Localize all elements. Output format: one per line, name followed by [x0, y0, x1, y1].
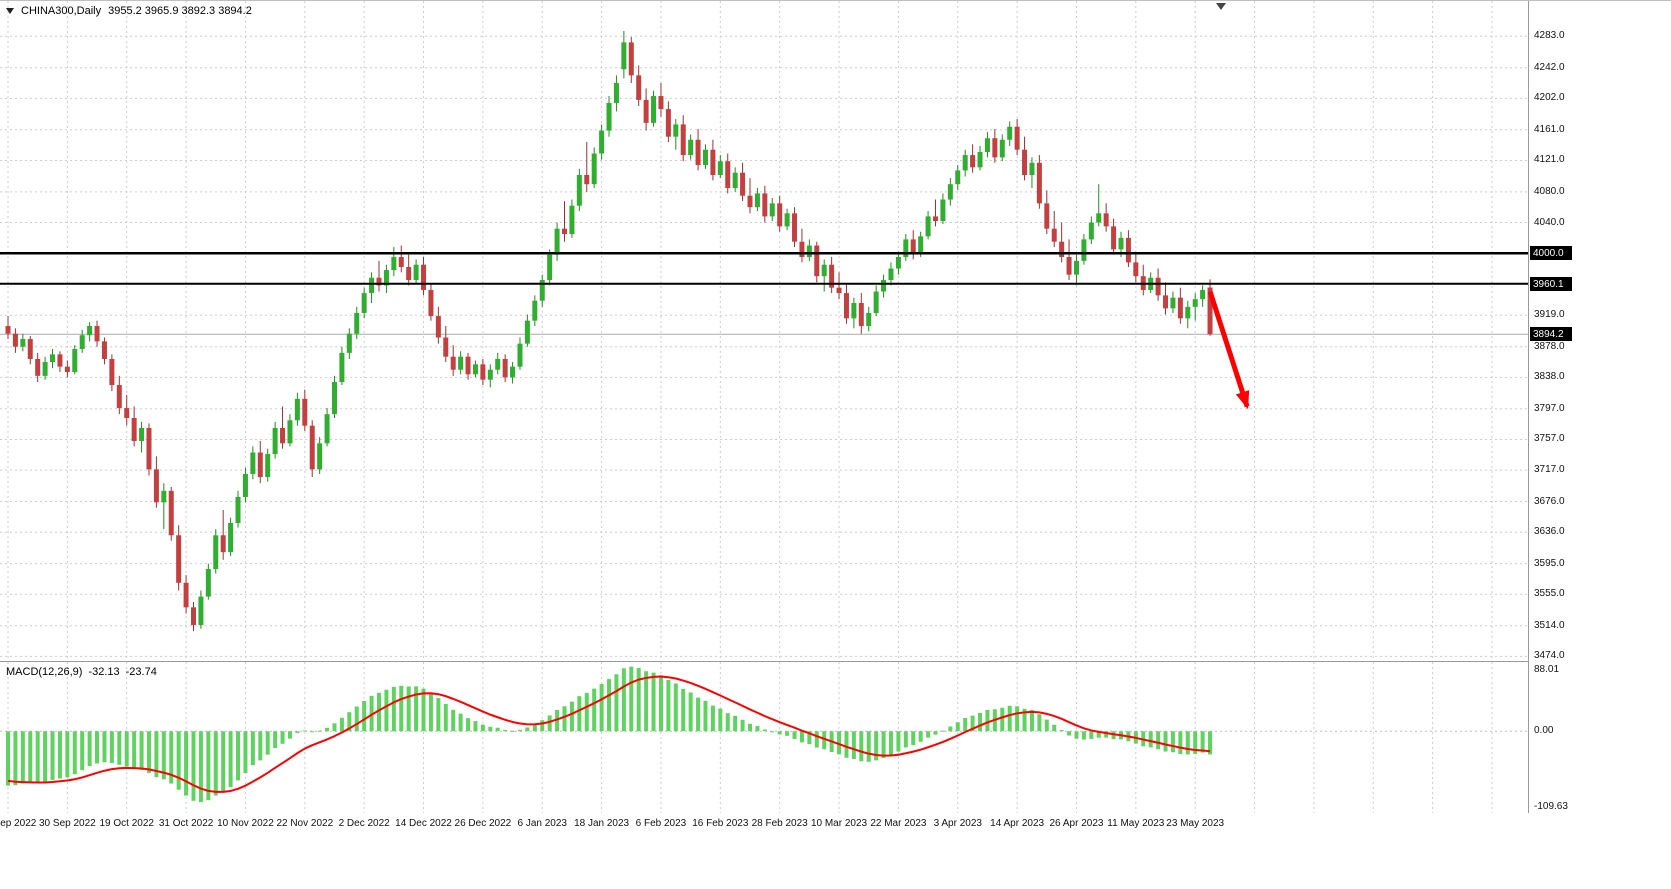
date-axis-label: 16 Feb 2023	[692, 818, 749, 829]
date-axis-label: 19 Oct 2022	[99, 818, 154, 829]
price-axis-label: 3514.0	[1534, 619, 1565, 631]
date-axis-label: 6 Feb 2023	[635, 818, 687, 829]
price-axis-label: 3474.0	[1534, 650, 1565, 662]
date-axis-label: 30 Sep 2022	[39, 818, 96, 829]
trend-arrow[interactable]	[1207, 290, 1250, 410]
date-axis-label: 20 Sep 2022	[0, 818, 37, 829]
macd-signal-line	[7, 675, 1211, 793]
date-axis-label: 28 Feb 2023	[751, 818, 808, 829]
macd-axis-label: 0.00	[1534, 725, 1554, 737]
price-axis-label: 3555.0	[1534, 588, 1565, 600]
price-axis-label: 4161.0	[1534, 123, 1565, 135]
macd-panel[interactable]	[0, 662, 1528, 813]
price-tag-hline[interactable]: 4000.0	[1530, 246, 1572, 261]
one-click-trading-collapse-icon[interactable]	[6, 8, 14, 14]
macd-indicator-label: MACD(12,26,9) -32.13 -23.74	[6, 666, 157, 678]
price-axis-label: 3878.0	[1534, 340, 1565, 352]
date-axis-label: 10 Mar 2023	[810, 818, 868, 829]
date-axis-label: 31 Oct 2022	[158, 818, 214, 829]
main-price-chart[interactable]	[0, 1, 1528, 661]
price-axis-label: 3757.0	[1534, 433, 1565, 445]
date-axis-label: 26 Apr 2023	[1049, 818, 1104, 829]
price-tag-hline[interactable]: 3960.1	[1530, 276, 1572, 291]
price-axis-label: 4202.0	[1534, 92, 1565, 104]
macd-signal-value: -23.74	[125, 666, 157, 678]
price-axis-label: 3676.0	[1534, 495, 1565, 507]
price-axis-label: 4080.0	[1534, 185, 1565, 197]
macd-axis-label: -109.63	[1534, 801, 1568, 813]
date-axis-label: 26 Dec 2022	[454, 818, 512, 829]
price-axis-label: 4040.0	[1534, 216, 1565, 228]
candles-layer	[5, 30, 1213, 632]
grid-layer	[0, 1, 1528, 661]
chart-ohlc-readout: CHINA300,Daily 3955.2 3965.9 3892.3 3894…	[6, 5, 252, 17]
panel-separator[interactable]	[0, 661, 1671, 662]
price-chart-svg[interactable]	[0, 1, 1528, 661]
date-axis-label: 10 Nov 2022	[217, 818, 274, 829]
macd-svg[interactable]	[0, 662, 1528, 813]
date-axis-label: 14 Apr 2023	[990, 818, 1045, 829]
price-axis-label: 4121.0	[1534, 154, 1565, 166]
date-axis-label: 6 Jan 2023	[517, 818, 567, 829]
price-tag-current: 3894.2	[1530, 327, 1572, 342]
date-axis-label: 14 Dec 2022	[395, 818, 452, 829]
price-axis-label: 3838.0	[1534, 371, 1565, 383]
price-axis[interactable]: 4283.0 4242.0 4202.0 4161.0 4121.0 4080.0 4040…	[1528, 1, 1671, 813]
price-axis-label: 4283.0	[1534, 30, 1565, 42]
date-axis-label: 3 Apr 2023	[933, 818, 982, 829]
price-axis-label: 3919.0	[1534, 309, 1565, 321]
macd-axis-label: 88.01	[1534, 664, 1560, 676]
macd-name: MACD(12,26,9)	[6, 666, 83, 678]
macd-main-value: -32.13	[88, 666, 120, 678]
date-axis-label: 22 Mar 2023	[870, 818, 927, 829]
date-axis-label: 11 May 2023	[1107, 818, 1165, 829]
date-axis-label: 23 May 2023	[1166, 818, 1225, 829]
price-axis-label: 3797.0	[1534, 402, 1565, 414]
ohlc-values: 3955.2 3965.9 3892.3 3894.2	[108, 5, 252, 17]
symbol-timeframe-label: CHINA300,Daily	[21, 5, 102, 17]
price-axis-label: 3636.0	[1534, 526, 1565, 538]
macd-histogram	[6, 666, 1213, 803]
date-axis-label: 2 Dec 2022	[338, 818, 390, 829]
price-axis-label: 4242.0	[1534, 61, 1565, 73]
price-axis-label: 3717.0	[1534, 464, 1565, 476]
chart-shift-marker-icon[interactable]	[1216, 3, 1226, 10]
price-axis-label: 3595.0	[1534, 557, 1565, 569]
date-axis-label: 22 Nov 2022	[276, 818, 334, 829]
date-axis-label: 18 Jan 2023	[574, 818, 630, 829]
